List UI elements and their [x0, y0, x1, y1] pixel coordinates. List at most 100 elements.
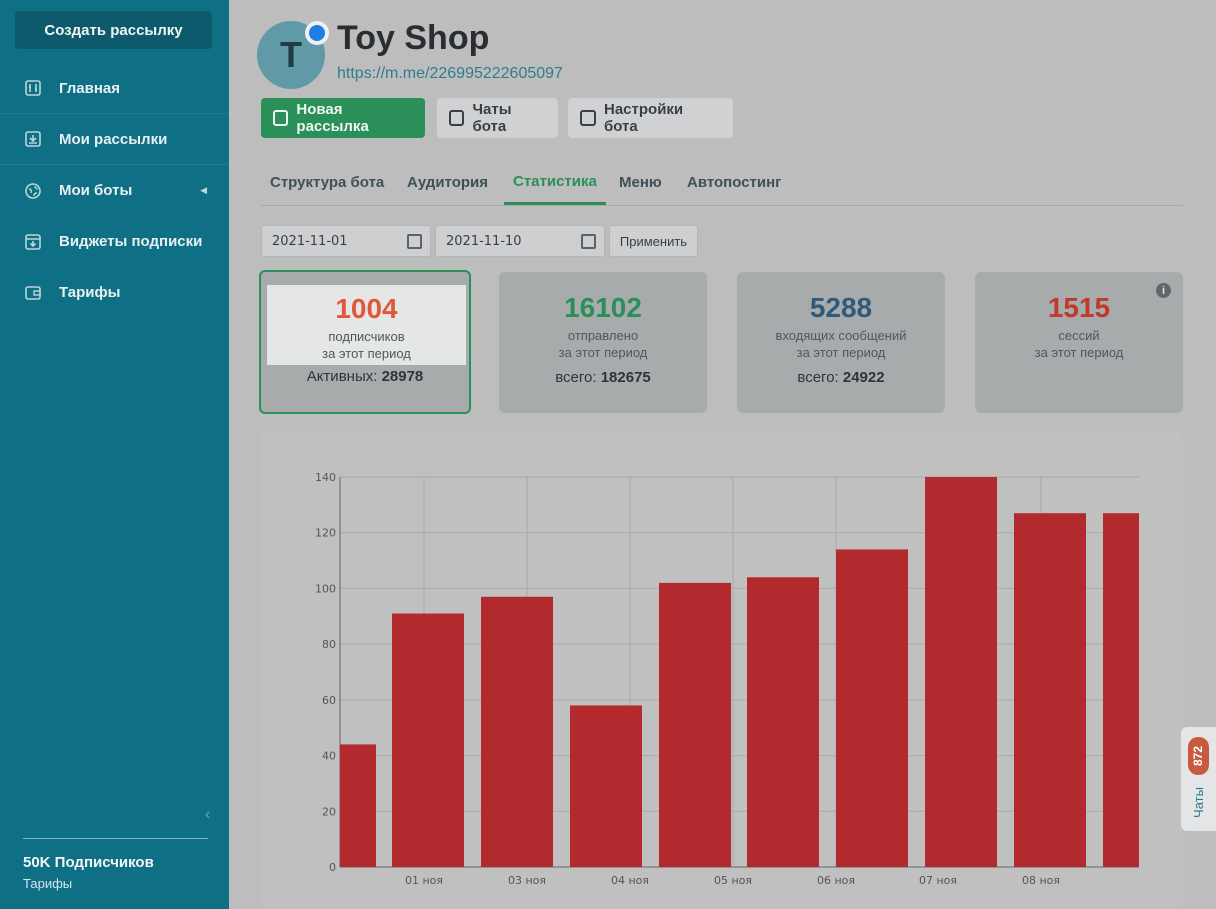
- y-tick-label: 20: [322, 805, 336, 818]
- chart-bar: [481, 596, 553, 867]
- sidebar-item-tariffs[interactable]: Тарифы: [0, 267, 229, 318]
- stat-value: 1515: [1047, 292, 1111, 323]
- bot-chats-button[interactable]: Чаты бота: [437, 98, 558, 138]
- chart-bar: [1103, 513, 1139, 867]
- stat-card-sessions[interactable]: i 1515 сессий за этот период: [975, 272, 1183, 413]
- stat-value: 5288: [809, 292, 873, 323]
- stat-label: входящих сообщений: [775, 328, 907, 343]
- edit-icon: [273, 110, 289, 126]
- stat-total-value: 28978: [381, 368, 424, 385]
- stat-period: за этот период: [322, 346, 411, 361]
- apply-button[interactable]: Применить: [609, 225, 698, 257]
- y-tick-label: 140: [315, 471, 336, 484]
- chart-bar: [570, 705, 642, 867]
- tariffs-link[interactable]: Тарифы: [23, 876, 73, 891]
- sidebar-item-home[interactable]: Главная: [0, 63, 229, 114]
- chats-label: Чаты: [1188, 783, 1209, 821]
- chart-bar: [925, 477, 997, 867]
- sidebar-item-label: Виджеты подписки: [59, 233, 203, 250]
- stat-label: подписчиков: [328, 329, 405, 344]
- x-tick-label: 01 ноя: [405, 874, 443, 887]
- sidebar-item-label: Мои рассылки: [59, 130, 168, 148]
- calendar-icon[interactable]: [407, 234, 422, 249]
- bots-icon: [24, 182, 42, 200]
- subscribers-limit: 50K Подписчиков: [23, 854, 154, 871]
- sidebar-item-label: Мои боты: [59, 182, 133, 199]
- y-tick-label: 60: [322, 694, 336, 707]
- y-tick-label: 120: [315, 527, 336, 540]
- chart-bar: [1014, 513, 1086, 867]
- x-tick-label: 05 ноя: [714, 874, 752, 887]
- stat-total: всего: 24922: [737, 369, 945, 386]
- sidebar: Создать рассылку Главная Мои рассылки Мо…: [0, 0, 229, 909]
- stat-period: за этот период: [796, 345, 886, 360]
- chart-bar: [747, 577, 819, 867]
- stat-total: Активных: 28978: [261, 368, 469, 385]
- create-mailing-button[interactable]: Создать рассылку: [15, 11, 212, 49]
- chevron-left-icon: ◀: [200, 185, 207, 195]
- chart-bar: [836, 549, 908, 867]
- mailings-icon: [24, 130, 42, 148]
- date-from-value: 2021-11-01: [272, 233, 348, 249]
- sidebar-item-mailings[interactable]: Мои рассылки: [0, 114, 229, 165]
- date-to-input[interactable]: 2021-11-10: [435, 225, 605, 257]
- home-icon: [24, 79, 42, 97]
- date-to-value: 2021-11-10: [446, 233, 522, 249]
- x-tick-label: 06 ноя: [817, 874, 855, 887]
- sidebar-item-bots[interactable]: Мои боты ◀: [0, 165, 229, 216]
- bot-settings-button[interactable]: Настройки бота: [568, 98, 733, 138]
- stat-total-label: всего:: [555, 369, 597, 386]
- calendar-icon[interactable]: [581, 234, 596, 249]
- stat-card-incoming[interactable]: 5288 входящих сообщений за этот период в…: [737, 272, 945, 413]
- chart-bar: [340, 744, 376, 867]
- collapse-sidebar-icon[interactable]: ‹: [205, 806, 211, 823]
- y-tick-label: 40: [322, 750, 336, 763]
- y-tick-label: 100: [315, 582, 336, 595]
- chat-icon: [449, 110, 465, 126]
- wallet-icon: [24, 284, 42, 302]
- chats-widget[interactable]: 872 Чаты: [1181, 727, 1216, 831]
- sidebar-item-label: Главная: [59, 79, 121, 97]
- sidebar-nav: Главная Мои рассылки Мои боты ◀ Виджеты …: [0, 63, 229, 318]
- stat-value: 1004: [335, 293, 398, 324]
- chats-label-text: Чаты: [1191, 786, 1207, 818]
- stat-card-subscribers[interactable]: 1004 подписчиков за этот период Активных…: [259, 270, 471, 414]
- tab-bar: Структура бота Аудитория Статистика Меню…: [261, 160, 1183, 206]
- new-mailing-button[interactable]: Новая рассылка: [261, 98, 425, 138]
- page-title: Toy Shop: [337, 19, 490, 57]
- stat-total-label: всего:: [797, 369, 839, 386]
- tab-statistics[interactable]: Статистика: [504, 160, 606, 205]
- sidebar-item-label: Тарифы: [59, 284, 121, 301]
- stat-period: за этот период: [1034, 345, 1124, 360]
- stat-period: за этот период: [558, 345, 648, 360]
- tab-menu[interactable]: Меню: [619, 174, 662, 191]
- date-from-input[interactable]: 2021-11-01: [261, 225, 431, 257]
- stat-card-highlight: 1004 подписчиков за этот период: [267, 285, 466, 365]
- x-tick-label: 03 ноя: [508, 874, 546, 887]
- stat-total-value: 24922: [842, 369, 885, 386]
- stat-total-label: Активных:: [306, 368, 378, 385]
- bot-link[interactable]: https://m.me/226995222605097: [337, 65, 563, 82]
- y-tick-label: 0: [329, 861, 336, 874]
- messenger-icon: [305, 21, 329, 45]
- tab-autoposting[interactable]: Автопостинг: [687, 174, 782, 191]
- x-tick-label: 07 ноя: [919, 874, 957, 887]
- stat-label: сессий: [1058, 328, 1100, 343]
- tab-structure[interactable]: Структура бота: [270, 174, 385, 191]
- x-tick-label: 08 ноя: [1022, 874, 1060, 887]
- tab-audience[interactable]: Аудитория: [407, 174, 488, 191]
- chats-count-badge: 872: [1188, 737, 1209, 775]
- stat-total: всего: 182675: [499, 369, 707, 386]
- stat-total-value: 182675: [600, 369, 651, 386]
- widgets-icon: [24, 233, 42, 251]
- sidebar-item-widgets[interactable]: Виджеты подписки: [0, 216, 229, 267]
- chart-bar: [659, 582, 731, 867]
- sidebar-footer: 50K Подписчиков Тарифы: [23, 838, 208, 891]
- bot-chats-label: Чаты бота: [472, 101, 512, 135]
- info-icon[interactable]: i: [1156, 283, 1171, 298]
- bot-settings-label: Настройки бота: [604, 101, 684, 135]
- stat-card-sent[interactable]: 16102 отправлено за этот период всего: 1…: [499, 272, 707, 413]
- chats-count: 872: [1191, 745, 1206, 767]
- chart-panel: 0 20 40 60 80 100 120 140 01 ноя 03 ноя 04 ноя 05 н…: [261, 433, 1183, 909]
- chart-bar: [392, 613, 464, 867]
